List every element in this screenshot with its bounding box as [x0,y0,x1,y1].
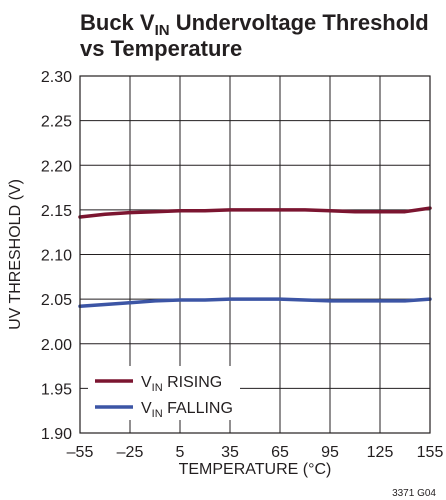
series-layer [78,206,432,309]
tick-labels: 1.90 1.95 2.00 2.05 2.10 2.15 2.20 2.25 2.30 –55 –… [41,69,444,461]
y-tick-label: 2.10 [41,248,72,265]
x-axis-label: TEMPERATURE (°C) [179,461,332,478]
y-tick-label: 2.15 [41,203,72,220]
series-line-falling [78,297,432,309]
series-line-rising [78,206,432,219]
y-tick-label: 1.95 [41,381,72,398]
legend-background [88,366,240,420]
legend-label: VIN RISING [141,374,222,394]
plot-frame [79,75,431,434]
title-main-text: Buck V [80,10,155,35]
title-subscript: IN [155,22,170,39]
title-rest-text: Undervoltage Threshold [170,10,429,35]
legend: VIN RISING VIN FALLING [88,366,240,420]
y-tick-label: 2.30 [41,69,72,86]
figure-code-note: 3371 G04 [392,488,436,499]
x-tick-label: 125 [367,444,394,461]
x-tick-label: 65 [271,444,289,461]
y-axis-label: UV THRESHOLD (V) [7,179,24,330]
chart-title-line1: Buck VIN Undervoltage Threshold [80,10,429,39]
x-tick-label: 95 [321,444,339,461]
chart-title: Buck VIN Undervoltage Threshold vs Tempe… [80,10,429,61]
x-tick-label: 155 [417,444,444,461]
x-tick-label: 5 [176,444,185,461]
y-tick-label: 1.90 [41,426,72,443]
chart-title-line2: vs Temperature [80,36,242,61]
y-tick-label: 2.05 [41,292,72,309]
y-tick-label: 2.20 [41,158,72,175]
legend-label: VIN FALLING [141,400,233,420]
x-tick-label: –25 [117,444,144,461]
x-tick-label: 35 [221,444,239,461]
x-tick-label: –55 [67,444,94,461]
y-tick-label: 2.00 [41,337,72,354]
y-tick-label: 2.25 [41,114,72,131]
